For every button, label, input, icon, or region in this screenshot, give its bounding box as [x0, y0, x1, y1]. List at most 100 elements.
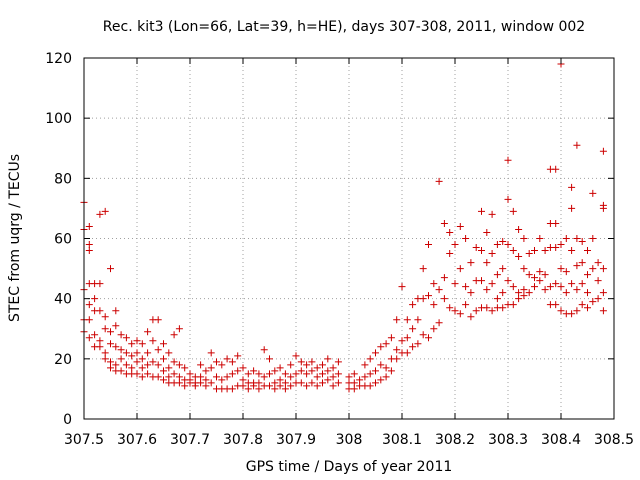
- data-point: [462, 301, 470, 309]
- data-point: [170, 331, 178, 339]
- data-point: [515, 225, 523, 233]
- data-point: [562, 235, 570, 242]
- data-point: [345, 373, 353, 381]
- x-tick-label: 307.8: [223, 432, 263, 448]
- data-point: [218, 361, 226, 369]
- data-point: [266, 382, 273, 390]
- data-point: [266, 355, 273, 363]
- data-point: [546, 283, 554, 291]
- data-point: [403, 349, 411, 357]
- data-point: [276, 382, 284, 390]
- data-point: [568, 204, 576, 212]
- data-point: [483, 228, 491, 236]
- data-point: [568, 280, 576, 288]
- data-point: [387, 334, 395, 342]
- data-point: [244, 370, 252, 378]
- data-point: [525, 271, 533, 279]
- data-point: [584, 304, 591, 312]
- data-point: [509, 247, 517, 255]
- y-tick-label: 100: [45, 111, 72, 127]
- data-point: [435, 319, 443, 327]
- data-point: [239, 376, 247, 384]
- data-point: [525, 250, 533, 258]
- data-point: [170, 358, 178, 366]
- data-point: [133, 370, 141, 378]
- data-point: [499, 265, 507, 273]
- y-tick-labels: 0 20 40 60 80 100 120: [45, 51, 72, 428]
- data-point: [594, 277, 602, 285]
- x-tick-label: 308: [336, 432, 363, 448]
- data-point: [589, 265, 597, 273]
- data-point: [509, 207, 517, 215]
- data-point: [419, 331, 427, 339]
- data-point: [478, 277, 485, 285]
- data-point: [85, 316, 93, 324]
- data-point: [112, 361, 120, 369]
- data-point: [154, 373, 162, 381]
- x-tick-label: 308.2: [435, 432, 475, 448]
- data-point: [536, 268, 544, 276]
- data-point: [154, 316, 162, 324]
- data-point: [578, 259, 586, 267]
- data-point: [594, 259, 602, 267]
- data-point: [393, 355, 401, 363]
- data-point: [122, 349, 130, 357]
- data-point: [488, 307, 496, 315]
- data-point: [165, 364, 173, 372]
- data-point: [329, 373, 337, 381]
- data-point: [573, 286, 581, 294]
- data-point: [308, 379, 316, 387]
- data-point: [271, 385, 279, 393]
- data-point: [536, 235, 544, 242]
- data-point: [276, 364, 284, 372]
- data-point: [403, 334, 411, 342]
- data-point: [350, 385, 358, 393]
- data-point: [446, 304, 454, 312]
- data-point: [133, 349, 141, 357]
- data-point: [96, 210, 104, 218]
- data-point: [234, 352, 242, 360]
- data-point: [96, 280, 104, 288]
- data-point: [101, 325, 109, 333]
- data-point: [107, 265, 114, 273]
- data-point: [154, 361, 162, 369]
- data-point: [520, 292, 528, 300]
- data-point: [303, 382, 311, 390]
- data-point: [117, 331, 125, 339]
- data-point: [409, 301, 417, 309]
- data-point: [599, 307, 607, 315]
- data-point: [197, 361, 205, 369]
- data-point: [483, 286, 491, 294]
- data-point: [144, 361, 152, 369]
- data-point: [107, 328, 114, 336]
- data-point: [297, 367, 305, 375]
- data-point: [483, 259, 491, 267]
- data-point: [589, 298, 597, 306]
- data-point: [409, 343, 417, 351]
- data-point: [160, 340, 167, 348]
- data-point: [377, 343, 385, 351]
- data-point: [462, 283, 470, 291]
- data-point: [573, 307, 581, 315]
- data-point: [297, 379, 305, 387]
- data-point: [435, 177, 443, 185]
- data-point: [568, 247, 576, 255]
- data-point: [509, 283, 517, 291]
- data-point: [499, 289, 507, 297]
- data-point: [425, 334, 432, 342]
- data-point: [403, 316, 411, 324]
- data-point: [478, 207, 485, 215]
- data-point: [165, 373, 173, 381]
- data-point: [144, 349, 152, 357]
- data-point: [244, 385, 252, 393]
- data-point: [287, 382, 295, 390]
- data-point: [85, 301, 93, 309]
- x-tick-label: 308.3: [488, 432, 528, 448]
- data-point: [425, 241, 432, 249]
- data-point: [308, 358, 316, 366]
- data-point: [430, 301, 438, 309]
- data-point: [366, 355, 374, 363]
- data-point: [414, 340, 422, 348]
- data-point: [478, 247, 485, 255]
- data-point: [255, 385, 263, 393]
